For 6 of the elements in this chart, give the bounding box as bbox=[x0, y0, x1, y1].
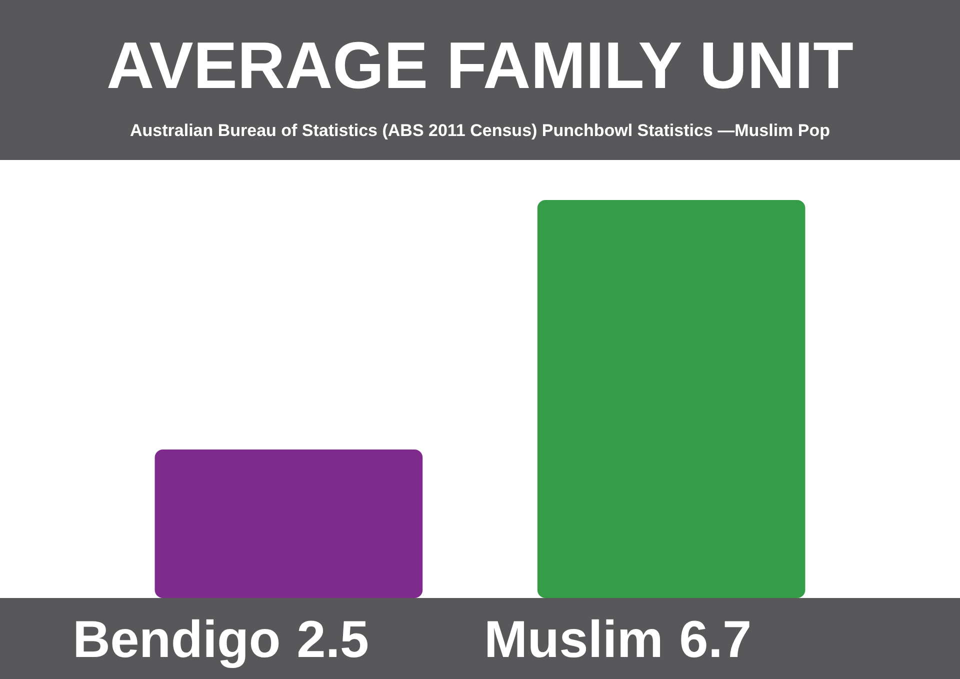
data-label: 2.5 bbox=[296, 611, 369, 669]
chart-title: AVERAGE FAMILY UNIT bbox=[106, 28, 854, 102]
chart-subtitle: Australian Bureau of Statistics (ABS 2011 Census) Punchbowl Statistics —Muslim Pop bbox=[130, 121, 830, 140]
x-tick-label: Bendigo bbox=[72, 611, 281, 669]
x-tick-label: Muslim bbox=[484, 611, 664, 669]
data-label: 6.7 bbox=[679, 611, 752, 669]
